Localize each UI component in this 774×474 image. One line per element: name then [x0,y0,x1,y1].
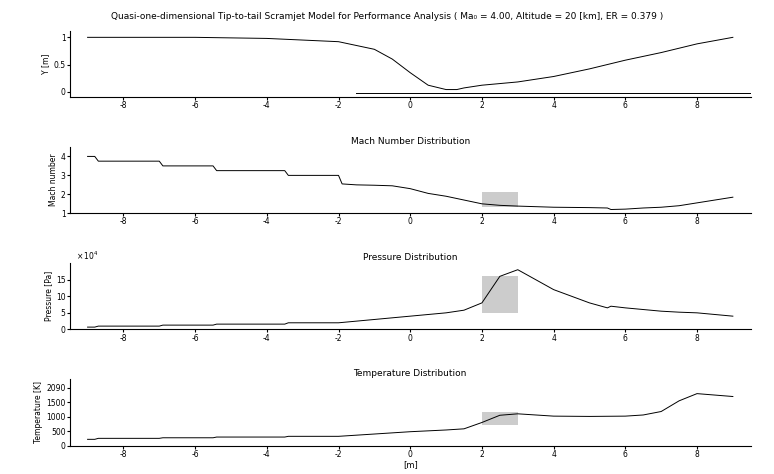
Bar [482,276,518,313]
Title: Temperature Distribution: Temperature Distribution [354,369,467,378]
Y-axis label: Y [m]: Y [m] [42,54,50,74]
Y-axis label: Temperature [K]: Temperature [K] [34,382,43,443]
X-axis label: [m]: [m] [402,460,418,469]
Title: Mach Number Distribution: Mach Number Distribution [351,137,470,146]
Title: Pressure Distribution: Pressure Distribution [363,253,457,262]
Bar [482,192,518,207]
Y-axis label: Pressure [Pa]: Pressure [Pa] [44,271,53,321]
Text: $\times\,10^{4}$: $\times\,10^{4}$ [77,249,99,262]
Text: Quasi-one-dimensional Tip-to-tail Scramjet Model for Performance Analysis ( Ma₀ : Quasi-one-dimensional Tip-to-tail Scramj… [111,12,663,21]
Bar [482,412,518,425]
Y-axis label: Mach number: Mach number [49,154,58,207]
